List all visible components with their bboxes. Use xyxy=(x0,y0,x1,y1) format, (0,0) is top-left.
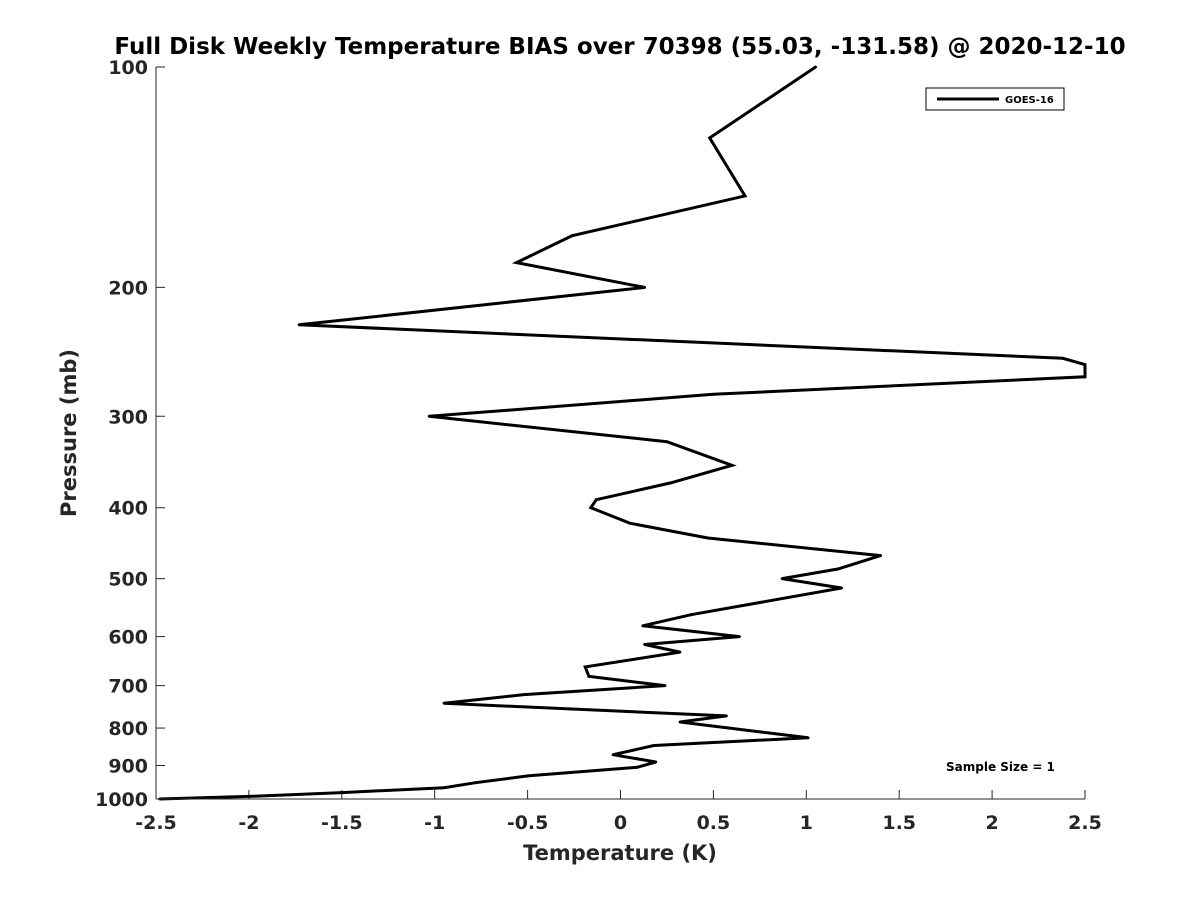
x-tick-label: -0.5 xyxy=(507,812,549,834)
legend: GOES-16 xyxy=(925,87,1065,111)
data-point xyxy=(247,795,251,798)
y-tick-label: 100 xyxy=(108,57,148,79)
data-point xyxy=(587,674,591,678)
x-tick-label: -2 xyxy=(238,812,259,834)
data-point xyxy=(442,786,446,790)
data-point xyxy=(879,554,883,557)
data-point xyxy=(515,261,518,264)
x-tick-label: 0 xyxy=(614,812,627,834)
y-tick-label: 800 xyxy=(108,718,148,740)
y-axis: 100 200 300 400 500 600 700 800 900 1000 xyxy=(95,57,165,811)
plot-area xyxy=(156,67,1085,799)
data-point xyxy=(678,720,682,724)
data-point xyxy=(738,635,741,639)
y-tick-label: 900 xyxy=(108,756,148,778)
data-point xyxy=(780,577,784,581)
x-tick-label: 2.5 xyxy=(1068,812,1102,834)
y-tick-label: 300 xyxy=(108,406,148,428)
x-axis-label: Temperature (K) xyxy=(523,841,717,865)
y-tick-label: 600 xyxy=(108,627,148,649)
data-point xyxy=(1083,375,1087,379)
data-point xyxy=(654,760,658,764)
data-point xyxy=(583,665,587,669)
data-point xyxy=(643,643,647,646)
data-point xyxy=(669,481,673,485)
data-point xyxy=(442,701,446,705)
y-tick-label: 200 xyxy=(108,277,148,299)
data-point xyxy=(743,194,747,198)
data-point xyxy=(635,765,639,769)
data-point xyxy=(1083,363,1087,366)
data-point xyxy=(706,536,710,540)
legend-label-goes-16: GOES-16 xyxy=(1005,95,1054,106)
data-point xyxy=(643,285,647,289)
sample-size-annotation: Sample Size = 1 xyxy=(946,760,1055,774)
x-axis: -2.5 -2 -1.5 -1 -0.5 0 0.5 1 1.5 2 2.5 xyxy=(135,790,1102,834)
y-tick-label: 1000 xyxy=(95,789,148,811)
data-point xyxy=(712,392,715,396)
data-point xyxy=(526,774,529,778)
data-point xyxy=(641,624,645,628)
x-tick-label: 2 xyxy=(985,812,998,834)
x-tick-label: 0.5 xyxy=(697,812,731,834)
data-point xyxy=(297,323,301,327)
data-point xyxy=(806,736,810,740)
chart-title: Full Disk Weekly Temperature BIAS over 7… xyxy=(114,34,1125,60)
data-point xyxy=(570,234,574,238)
data-point xyxy=(663,684,667,688)
data-point xyxy=(771,598,775,602)
y-tick-label: 500 xyxy=(108,569,148,591)
data-point xyxy=(814,65,817,69)
data-points xyxy=(158,65,1087,801)
data-point xyxy=(1061,356,1065,360)
data-point xyxy=(725,714,728,718)
data-point xyxy=(340,791,344,794)
data-point xyxy=(678,650,682,654)
data-point xyxy=(836,567,840,571)
x-tick-label: 1 xyxy=(800,812,813,834)
data-point xyxy=(522,693,526,696)
y-tick-label: 700 xyxy=(108,676,148,698)
data-point xyxy=(594,498,598,502)
x-tick-label: 1.5 xyxy=(882,812,916,834)
x-tick-label: -1 xyxy=(424,812,445,834)
data-point xyxy=(730,463,734,467)
data-point xyxy=(611,753,615,757)
data-point xyxy=(474,781,477,785)
data-point xyxy=(589,506,593,510)
data-point xyxy=(628,521,632,525)
x-tick-label: -1.5 xyxy=(321,812,363,834)
data-point xyxy=(652,744,656,747)
data-point xyxy=(689,613,693,617)
data-point xyxy=(708,136,712,140)
data-point xyxy=(840,586,844,590)
data-point xyxy=(665,440,669,444)
data-point xyxy=(427,414,431,418)
x-tick-label: -2.5 xyxy=(135,812,177,834)
y-axis-label: Pressure (mb) xyxy=(57,349,81,517)
y-tick-label: 400 xyxy=(108,498,148,520)
